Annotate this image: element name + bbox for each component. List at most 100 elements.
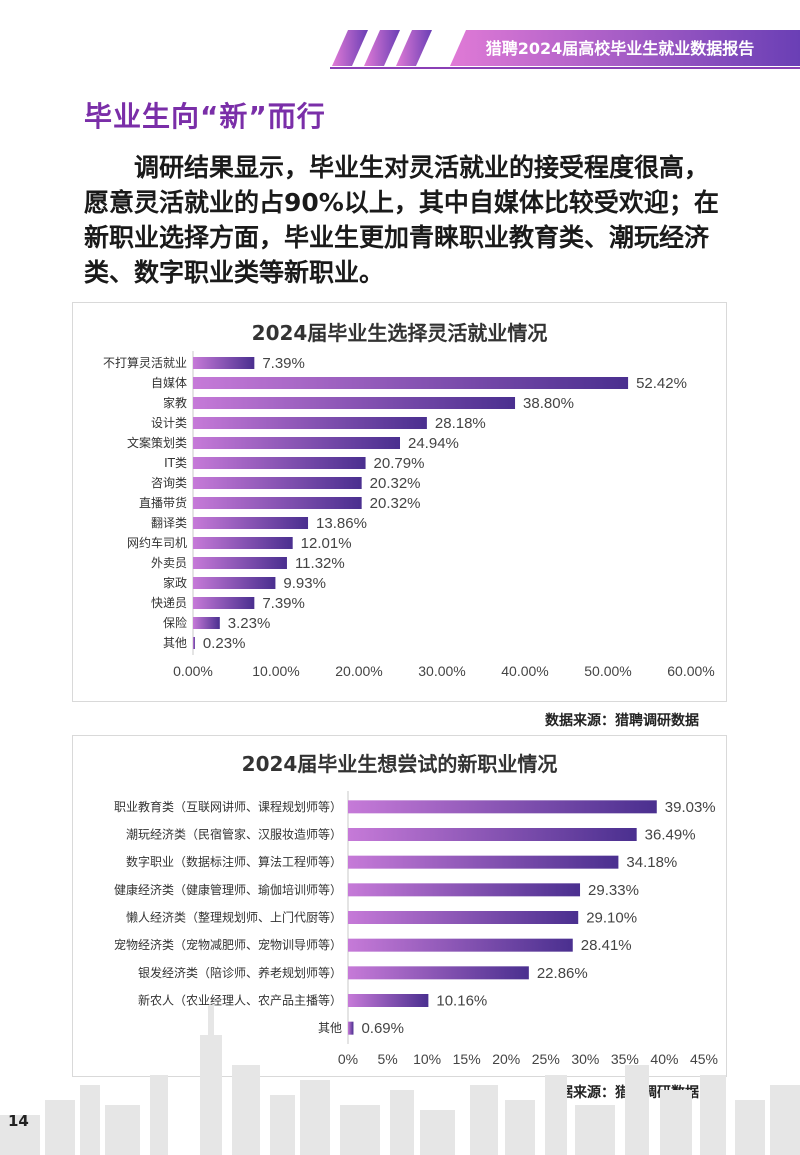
data-label: 10.16% — [436, 993, 487, 1010]
chart-panel-flexible-employment: 2024届毕业生选择灵活就业情况 不打算灵活就业 7.39% 自媒体 52.42% 家教… — [72, 302, 727, 702]
category-label: 直播带货 — [139, 495, 187, 510]
data-label: 20.32% — [370, 495, 421, 512]
category-label: 文案策划类 — [127, 435, 187, 450]
bar — [193, 357, 255, 369]
x-tick-label: 20.00% — [335, 663, 382, 679]
category-label: 其他 — [318, 1021, 342, 1035]
category-label: 其他 — [163, 636, 187, 650]
category-label: 家教 — [163, 395, 187, 410]
category-label: 快递员 — [151, 596, 187, 610]
bar — [348, 828, 637, 841]
category-label: 咨询类 — [151, 475, 187, 490]
data-label: 22.86% — [537, 965, 588, 982]
chart-title: 2024届毕业生选择灵活就业情况 — [251, 321, 548, 345]
bar — [193, 617, 220, 629]
chart-new-occupations: 职业教育类（互联网讲师、课程规划师等） 39.03% 潮玩经济类（民宿管家、汉服妆造… — [114, 791, 718, 1067]
bar — [193, 497, 362, 509]
bar — [193, 637, 195, 649]
x-tick-label: 0% — [338, 1051, 358, 1067]
bar — [348, 938, 573, 952]
bar — [348, 855, 619, 869]
x-tick-label: 40% — [650, 1051, 678, 1067]
bar — [193, 597, 255, 609]
bar — [193, 477, 362, 489]
data-label: 29.10% — [586, 910, 637, 927]
data-label: 28.18% — [435, 415, 486, 432]
category-label: 网约车司机 — [127, 535, 187, 550]
bar — [193, 517, 309, 529]
category-label: 宠物经济类（宠物减肥师、宠物训导师等） — [114, 937, 342, 952]
chart-panel-new-occupations: 2024届毕业生想尝试的新职业情况 职业教育类（互联网讲师、课程规划师等） 39.… — [72, 735, 727, 1077]
data-label: 29.33% — [588, 882, 639, 899]
bar — [348, 1021, 354, 1035]
x-tick-label: 15% — [453, 1051, 481, 1067]
bar — [348, 800, 657, 814]
chart-title: 2024届毕业生想尝试的新职业情况 — [241, 752, 558, 776]
x-tick-label: 5% — [377, 1051, 397, 1067]
category-label: 保险 — [163, 615, 187, 630]
category-label: 数字职业（数据标注师、算法工程师等） — [126, 854, 342, 869]
data-label: 38.80% — [523, 395, 574, 412]
page-number: 14 — [8, 1112, 29, 1130]
bar — [193, 457, 366, 469]
category-label: 家政 — [163, 575, 187, 590]
header-divider — [330, 67, 800, 69]
bar — [348, 883, 581, 897]
category-label: 新农人（农业经理人、农产品主播等） — [138, 993, 342, 1008]
data-label: 20.79% — [374, 455, 425, 472]
category-label: 懒人经济类（整理规划师、上门代厨等） — [126, 910, 342, 925]
report-title: 猎聘2024届高校毕业生就业数据报告 — [485, 39, 755, 58]
bar — [348, 994, 429, 1007]
data-label: 7.39% — [262, 595, 305, 612]
category-label: 不打算灵活就业 — [103, 355, 187, 370]
data-label: 28.41% — [581, 937, 632, 954]
bar — [193, 537, 293, 549]
category-label: 外卖员 — [151, 556, 187, 570]
chart-flexible-employment: 不打算灵活就业 7.39% 自媒体 52.42% 家教 38.80% 设计类 28.18% 文案… — [103, 351, 715, 679]
x-tick-label: 10.00% — [252, 663, 299, 679]
data-label: 52.42% — [636, 375, 687, 392]
x-tick-label: 25% — [532, 1051, 560, 1067]
bar — [193, 377, 629, 389]
x-tick-label: 40.00% — [501, 663, 548, 679]
category-label: 潮玩经济类（民宿管家、汉服妆造师等） — [126, 827, 342, 842]
data-label: 0.69% — [361, 1020, 404, 1037]
data-label: 36.49% — [645, 827, 696, 844]
x-tick-label: 0.00% — [173, 663, 213, 679]
bar — [348, 911, 579, 924]
bar — [193, 417, 427, 429]
data-label: 3.23% — [228, 615, 271, 632]
x-tick-label: 30.00% — [418, 663, 465, 679]
data-label: 13.86% — [316, 515, 367, 532]
data-label: 20.32% — [370, 475, 421, 492]
category-label: 银发经济类（陪诊师、养老规划师等） — [138, 965, 342, 980]
x-tick-label: 30% — [571, 1051, 599, 1067]
category-label: IT类 — [164, 456, 187, 470]
data-label: 24.94% — [408, 435, 459, 452]
data-label: 9.93% — [283, 575, 326, 592]
section-title: 毕业生向“新”而行 — [84, 100, 326, 133]
bar — [193, 557, 287, 569]
x-tick-label: 45% — [690, 1051, 718, 1067]
x-tick-label: 10% — [413, 1051, 441, 1067]
data-label: 0.23% — [203, 635, 246, 652]
category-label: 翻译类 — [151, 516, 187, 530]
header-banner — [332, 30, 800, 66]
bar — [193, 437, 401, 449]
data-label: 39.03% — [665, 799, 716, 816]
bar — [348, 966, 529, 980]
bar — [193, 577, 276, 589]
x-tick-label: 50.00% — [584, 663, 631, 679]
x-tick-label: 20% — [492, 1051, 520, 1067]
city-skyline-decoration — [0, 1005, 800, 1155]
bar — [193, 397, 516, 409]
data-label: 11.32% — [295, 555, 345, 572]
data-label: 12.01% — [301, 535, 352, 552]
intro-paragraph: 调研结果显示，毕业生对灵活就业的接受程度很高，愿意灵活就业的占90%以上，其中自… — [84, 153, 719, 287]
data-label: 34.18% — [626, 854, 677, 871]
category-label: 职业教育类（互联网讲师、课程规划师等） — [114, 799, 342, 814]
category-label: 自媒体 — [151, 376, 187, 390]
x-tick-label: 60.00% — [667, 663, 714, 679]
data-source-note: 数据来源：猎聘调研数据 — [545, 713, 699, 729]
x-tick-label: 35% — [611, 1051, 639, 1067]
